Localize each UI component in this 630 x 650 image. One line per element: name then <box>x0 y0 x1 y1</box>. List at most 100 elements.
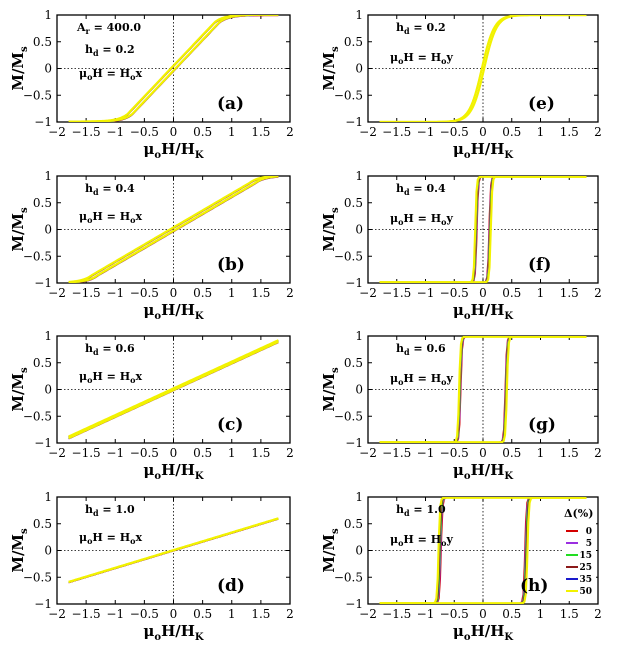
hd-annotation: hd = 1.0 <box>85 503 135 518</box>
legend-label-35: 35 <box>579 575 592 585</box>
hd-annotation: hd = 0.2 <box>396 21 446 36</box>
panel-h: −2 −1.5 −1 −0.5 0 0.5 1 1.5 2 −1 −0.5 0 0.5 1 μoH/HK M/… <box>320 490 602 643</box>
panel-label: (c) <box>217 415 243 435</box>
y-axis-label: M/Ms <box>320 46 341 91</box>
curves <box>68 176 279 283</box>
panel-label: (h) <box>520 576 548 596</box>
x-tick-label: 0.5 <box>502 286 521 300</box>
x-tick-label: 0 <box>479 125 487 139</box>
y-axis-label: M/Ms <box>9 46 30 91</box>
svg-text:μoH = Hoy: μoH = Hoy <box>390 212 453 227</box>
x-tick-label: −2 <box>48 125 66 139</box>
x-tick-label: 1 <box>228 607 236 621</box>
y-tick-label: −0.5 <box>334 570 363 584</box>
x-axis-label: μoH/HK <box>453 622 513 643</box>
y-tick-label: 1 <box>355 169 363 183</box>
svg-text:μoH = Hoy: μoH = Hoy <box>390 533 453 548</box>
x-tick-label: 0 <box>479 446 487 460</box>
field-annotation: μoH = Hoy <box>390 212 453 227</box>
x-axis-label: μoH/HK <box>453 461 513 482</box>
x-tick-label: 0.5 <box>193 286 212 300</box>
x-axis-label: μoH/HK <box>453 301 513 322</box>
y-tick-label: 0.5 <box>344 35 363 49</box>
y-tick-label: −0.5 <box>334 88 363 102</box>
x-axis-label: μoH/HK <box>453 140 513 161</box>
x-tick-label: 0 <box>479 286 487 300</box>
x-tick-label: −1.5 <box>72 286 101 300</box>
y-tick-label: 0.5 <box>33 35 52 49</box>
y-tick-label: −1 <box>34 115 52 129</box>
svg-text:μoH = Hox: μoH = Hox <box>79 210 142 225</box>
x-tick-label: 0 <box>170 125 178 139</box>
panel-b: −2 −1.5 −1 −0.5 0 0.5 1 1.5 2 −1 −0.5 0 0.5 1 μoH/HK M/… <box>9 169 294 322</box>
curves <box>379 15 587 122</box>
field-annotation: μoH = Hox <box>79 531 142 546</box>
x-tick-label: −2 <box>359 607 377 621</box>
y-tick-label: 0 <box>355 62 363 76</box>
x-tick-label: −1 <box>417 286 435 300</box>
x-tick-label: 0.5 <box>193 125 212 139</box>
field-annotation: μoH = Hox <box>79 67 142 82</box>
x-tick-label: 1.5 <box>560 607 579 621</box>
svg-text:μoH = Hoy: μoH = Hoy <box>390 372 453 387</box>
series-50-branch <box>68 517 279 584</box>
hd-annotation: hd = 0.6 <box>396 342 446 357</box>
x-tick-label: −1.5 <box>72 446 101 460</box>
field-annotation: μoH = Hoy <box>390 533 453 548</box>
x-tick-label: −0.5 <box>440 286 469 300</box>
x-axis-label: μoH/HK <box>143 140 203 161</box>
curves <box>68 15 279 122</box>
y-tick-label: −0.5 <box>334 249 363 263</box>
x-tick-label: −0.5 <box>130 607 159 621</box>
y-tick-label: 1 <box>355 8 363 22</box>
x-tick-label: −2 <box>359 286 377 300</box>
x-axis-label: μoH/HK <box>143 301 203 322</box>
x-tick-label: −2 <box>48 286 66 300</box>
x-tick-label: 2 <box>286 286 294 300</box>
x-tick-label: 2 <box>286 446 294 460</box>
legend-label-50: 50 <box>579 587 592 597</box>
y-tick-label: 0 <box>44 544 52 558</box>
series-50-branch <box>379 176 587 283</box>
panel-label: (b) <box>217 255 245 275</box>
x-tick-label: 0.5 <box>193 607 212 621</box>
x-tick-label: 1.5 <box>251 286 270 300</box>
panel-d: −2 −1.5 −1 −0.5 0 0.5 1 1.5 2 −1 −0.5 0 0.5 1 μoH/HK M/… <box>9 490 294 643</box>
x-tick-label: 0 <box>170 446 178 460</box>
x-tick-label: −1.5 <box>72 125 101 139</box>
series-50-branch <box>379 336 587 443</box>
x-tick-label: 0.5 <box>502 607 521 621</box>
svg-text:μoH = Hox: μoH = Hox <box>79 370 142 385</box>
panel-label: (e) <box>528 94 555 114</box>
hd-annotation: hd = 1.0 <box>396 503 446 518</box>
panel-a: −2 −1.5 −1 −0.5 0 0.5 1 1.5 2 −1 −0.5 0 0.5 1 μoH/HK M/… <box>9 8 294 161</box>
x-tick-label: −1 <box>106 446 124 460</box>
x-tick-label: −2 <box>48 446 66 460</box>
y-tick-label: 1 <box>44 490 52 504</box>
series-50-branch <box>68 15 279 122</box>
y-tick-label: 0.5 <box>33 196 52 210</box>
x-tick-label: 1 <box>537 446 545 460</box>
x-tick-label: −0.5 <box>440 446 469 460</box>
x-tick-label: −2 <box>359 446 377 460</box>
x-tick-label: 2 <box>594 607 602 621</box>
y-axis-label: M/Ms <box>320 207 341 252</box>
field-annotation: μoH = Hox <box>79 210 142 225</box>
x-tick-label: 1 <box>537 286 545 300</box>
curves <box>379 176 587 283</box>
series-50-branch <box>379 15 587 122</box>
y-tick-label: −0.5 <box>23 88 52 102</box>
y-tick-label: −1 <box>345 436 363 450</box>
y-tick-label: −1 <box>345 597 363 611</box>
series-50-branch <box>379 497 587 604</box>
y-tick-label: 0.5 <box>344 196 363 210</box>
x-tick-label: −1 <box>106 286 124 300</box>
x-axis-label: μoH/HK <box>143 622 203 643</box>
x-tick-label: −1 <box>417 125 435 139</box>
x-axis-label: μoH/HK <box>143 461 203 482</box>
y-tick-label: −1 <box>34 436 52 450</box>
x-tick-label: −2 <box>359 125 377 139</box>
x-tick-label: 0.5 <box>502 446 521 460</box>
x-tick-label: −1.5 <box>382 607 411 621</box>
